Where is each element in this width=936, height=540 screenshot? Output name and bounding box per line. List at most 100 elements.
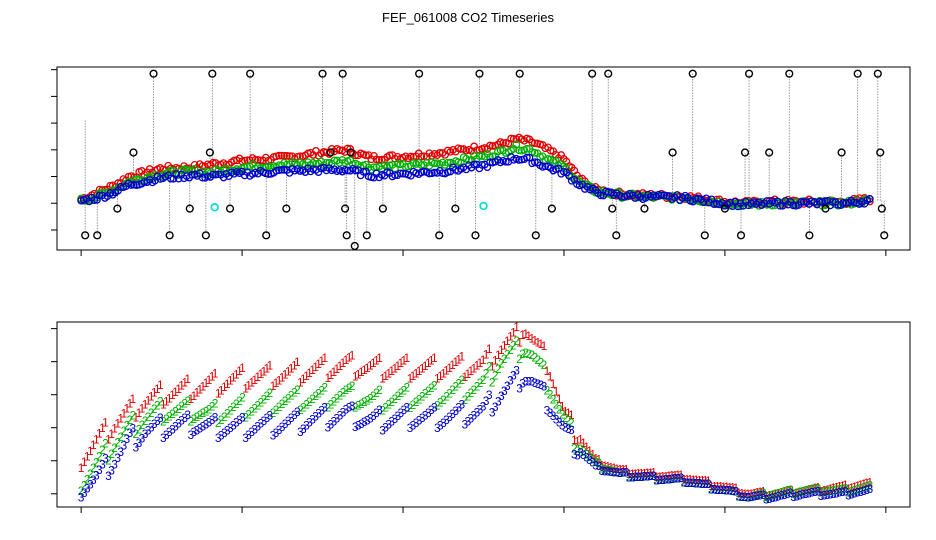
data-point: 3 bbox=[398, 406, 405, 420]
data-point: 3 bbox=[641, 470, 648, 484]
data-point: 2 bbox=[507, 343, 514, 357]
data-point: 1 bbox=[617, 463, 624, 477]
flag-point bbox=[608, 204, 617, 213]
data-point: 1 bbox=[416, 364, 423, 378]
data-point bbox=[501, 157, 510, 166]
data-point: 3 bbox=[687, 476, 694, 490]
data-point: 3 bbox=[163, 428, 170, 442]
data-point: 1 bbox=[866, 475, 873, 489]
series-2-marks: 2222222222222222222222222222222222222222… bbox=[78, 334, 874, 505]
data-point: 1 bbox=[772, 487, 779, 501]
data-point: 2 bbox=[254, 398, 261, 412]
data-point: 1 bbox=[699, 474, 706, 488]
flag-point bbox=[876, 148, 885, 157]
data-point bbox=[657, 191, 666, 200]
data-point: 2 bbox=[370, 389, 377, 403]
data-point: 2 bbox=[641, 470, 648, 484]
data-point bbox=[90, 196, 99, 205]
data-point: 1 bbox=[535, 335, 542, 349]
data-point: 3 bbox=[364, 413, 371, 427]
data-point: 2 bbox=[860, 481, 867, 495]
data-point: 3 bbox=[154, 414, 161, 428]
flag-point bbox=[350, 241, 359, 251]
data-point: 3 bbox=[577, 445, 584, 459]
data-point: 2 bbox=[145, 410, 152, 424]
data-point: 1 bbox=[127, 396, 134, 410]
flag-point bbox=[740, 148, 750, 157]
data-point: 2 bbox=[160, 415, 167, 429]
data-point: 3 bbox=[723, 483, 730, 497]
data-point bbox=[209, 170, 217, 179]
flag-point bbox=[362, 231, 371, 240]
data-point: 1 bbox=[659, 470, 666, 484]
data-point: 1 bbox=[431, 351, 438, 365]
data-point: 1 bbox=[120, 406, 127, 420]
data-point: 1 bbox=[504, 334, 511, 348]
data-point bbox=[850, 198, 858, 207]
data-point: 3 bbox=[854, 486, 861, 500]
flag-point bbox=[165, 231, 174, 240]
data-point: 1 bbox=[471, 361, 478, 375]
data-point: 1 bbox=[105, 433, 112, 447]
data-point: 2 bbox=[796, 485, 803, 499]
data-point: 3 bbox=[742, 490, 749, 504]
data-point: 2 bbox=[385, 398, 392, 412]
data-point: 1 bbox=[123, 401, 130, 415]
data-point: 1 bbox=[221, 380, 228, 394]
data-point: 3 bbox=[264, 411, 271, 425]
data-point: 2 bbox=[379, 404, 386, 418]
data-point: 1 bbox=[108, 427, 115, 441]
data-point: 3 bbox=[166, 425, 173, 439]
data-point: 2 bbox=[525, 347, 532, 361]
data-point: 2 bbox=[605, 463, 612, 477]
data-point: 2 bbox=[172, 404, 179, 418]
flag-point bbox=[93, 231, 102, 240]
data-point: 2 bbox=[175, 402, 182, 416]
data-point bbox=[443, 158, 452, 167]
data-point: 2 bbox=[824, 485, 831, 499]
data-point: 3 bbox=[123, 432, 130, 446]
data-point: 1 bbox=[355, 367, 362, 381]
data-point: 1 bbox=[260, 364, 267, 378]
data-point: 2 bbox=[416, 392, 423, 406]
data-point: 3 bbox=[739, 490, 746, 504]
data-point: 3 bbox=[592, 458, 599, 472]
flag-point bbox=[720, 204, 730, 213]
data-point: 3 bbox=[620, 466, 627, 480]
data-point: 2 bbox=[617, 466, 624, 480]
data-point: 3 bbox=[257, 417, 264, 431]
data-point: 3 bbox=[139, 431, 146, 445]
data-point: 2 bbox=[565, 414, 572, 428]
data-point: 1 bbox=[428, 354, 435, 368]
data-point bbox=[475, 152, 484, 160]
data-point: 2 bbox=[778, 485, 785, 499]
data-point: 1 bbox=[184, 372, 191, 386]
data-point: 3 bbox=[346, 401, 353, 415]
data-point: 3 bbox=[410, 419, 417, 433]
data-point: 3 bbox=[644, 469, 651, 483]
data-point: 2 bbox=[239, 391, 246, 405]
data-point: 1 bbox=[407, 372, 414, 386]
data-point: 1 bbox=[638, 467, 645, 481]
data-point: 1 bbox=[461, 370, 468, 384]
data-point: 3 bbox=[349, 399, 356, 413]
data-point: 3 bbox=[681, 476, 688, 490]
data-point: 2 bbox=[653, 474, 660, 488]
data-point: 3 bbox=[784, 487, 791, 501]
data-point: 1 bbox=[190, 389, 197, 403]
data-point: 3 bbox=[197, 421, 204, 435]
data-point: 3 bbox=[388, 415, 395, 429]
data-point: 2 bbox=[297, 403, 304, 417]
data-point: 3 bbox=[778, 489, 785, 503]
data-point: 3 bbox=[102, 452, 109, 466]
data-point: 3 bbox=[245, 428, 252, 442]
data-point: 2 bbox=[90, 461, 97, 475]
data-point: 3 bbox=[251, 422, 258, 436]
data-point: 3 bbox=[446, 410, 453, 424]
data-point: 1 bbox=[160, 398, 167, 412]
data-point: 3 bbox=[842, 485, 849, 499]
data-point: 3 bbox=[650, 469, 657, 483]
data-point: 2 bbox=[775, 486, 782, 500]
data-point: 2 bbox=[595, 456, 602, 470]
data-point: 2 bbox=[425, 384, 432, 398]
